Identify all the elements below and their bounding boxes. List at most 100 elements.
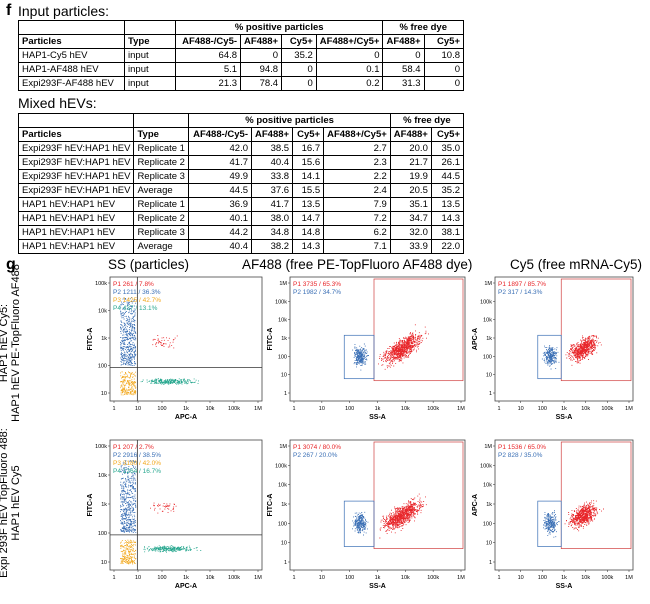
- x-tick-label: 1M: [625, 406, 633, 412]
- y-tick-label: 1M: [279, 444, 287, 450]
- x-tick-label: 10: [319, 575, 325, 581]
- y-tick-label: 10: [281, 541, 287, 547]
- x-tick-label: 1M: [457, 575, 465, 581]
- event-cloud: [378, 324, 429, 370]
- event-cloud: [140, 378, 199, 385]
- gate-label-p2: P2 2916 / 38.5%: [113, 452, 161, 459]
- y-axis-label: FITC-A: [267, 328, 274, 351]
- gate-label-p2: P2 267 / 20.0%: [293, 452, 338, 459]
- cell-cy: 14.3: [292, 239, 325, 254]
- gate-label-p2: P2 828 / 35.0%: [498, 452, 543, 459]
- y-tick-label: 10k: [98, 473, 107, 479]
- y-axis-label: APC-A: [472, 494, 479, 516]
- gate-p1: [560, 278, 632, 382]
- gate-label-p2: P2 1211 / 36.3%: [113, 289, 161, 296]
- gate-p2: [537, 334, 562, 380]
- x-tick-label: 1M: [254, 575, 262, 581]
- y-tick-label: 10: [486, 373, 492, 379]
- x-tick-label: 100: [157, 575, 166, 581]
- x-tick-label: 100k: [228, 575, 240, 581]
- x-tick-label: 100k: [427, 575, 439, 581]
- y-tick-label: 1M: [484, 444, 492, 450]
- x-tick-label: 100: [345, 575, 354, 581]
- x-tick-label: 1M: [254, 406, 262, 412]
- y-tick-label: 100k: [95, 281, 107, 287]
- event-cloud: [143, 545, 202, 553]
- x-tick-label: 1: [497, 575, 500, 581]
- y-tick-label: 10k: [98, 309, 107, 315]
- x-tick-label: 1: [292, 575, 295, 581]
- cell-dcy: 0: [423, 76, 465, 91]
- x-axis-label: SS-A: [556, 414, 573, 421]
- cell-p: Expi293F-AF488 hEV: [17, 76, 126, 91]
- y-tick-label: 1k: [486, 336, 492, 342]
- y-tick-label: 1k: [281, 336, 287, 342]
- y-tick-label: 100k: [480, 299, 492, 305]
- plot-row1-af488: 1 10 100 1k 10k 100k 1M 1 10 100 1k 10k 100k 1M SS-A FI…: [267, 276, 466, 421]
- y-tick-label: 1k: [486, 502, 492, 508]
- y-tick-label: 1k: [281, 502, 287, 508]
- y-tick-label: 1: [284, 391, 287, 397]
- plot-frame: [494, 439, 634, 571]
- gate-p2: [343, 334, 375, 380]
- gate-label-p3: P3 3180 / 42.0%: [113, 460, 161, 467]
- y-axis-label: FITC-A: [87, 494, 94, 517]
- x-tick-label: 100: [538, 406, 547, 412]
- panel-g-letter: g: [6, 256, 16, 273]
- event-cloud: [541, 345, 560, 370]
- cell-t: input: [124, 76, 176, 91]
- cell-p: HAP1 hEV:HAP1 hEV: [17, 211, 135, 226]
- input-particles-title: Input particles:: [18, 3, 110, 19]
- x-axis-label: SS-A: [369, 583, 386, 590]
- x-tick-label: 1M: [625, 575, 633, 581]
- x-tick-label: 1k: [561, 406, 567, 412]
- table-group-header-row: % positive particles % free dye: [17, 113, 465, 128]
- y-axis-label: FITC-A: [267, 494, 274, 517]
- gate-label-p1: P1 261 / 7.8%: [113, 281, 154, 288]
- gate-label-p1: P1 1897 / 85.7%: [498, 281, 546, 288]
- x-tick-label: 10k: [401, 575, 410, 581]
- y-tick-label: 1M: [484, 281, 492, 287]
- x-tick-label: 100: [345, 406, 354, 412]
- plot-row2-ss: 1 10 100 1k 10k 100k 1M 10 100 1k 10k 100k APC-A FITC…: [87, 439, 263, 590]
- x-tick-label: 100k: [601, 406, 613, 412]
- gate-label-p4: P4 1264 / 16.7%: [113, 468, 161, 475]
- x-tick-label: 1k: [375, 406, 381, 412]
- x-axis-label: APC-A: [175, 583, 197, 590]
- table-row: HAP1-Cy5 hEV input 64.8 0 35.2 0 0 10.8: [17, 48, 465, 63]
- cell-p: HAP1 hEV:HAP1 hEV: [17, 239, 135, 254]
- y-tick-label: 100k: [275, 299, 287, 305]
- y-tick-label: 10: [101, 391, 107, 397]
- gate-p1: [373, 441, 464, 549]
- event-cloud: [543, 510, 560, 538]
- gate-p1: [560, 441, 632, 549]
- mixed-hevs-title: Mixed hEVs:: [18, 95, 97, 111]
- y-tick-label: 10k: [278, 483, 287, 489]
- cell-af: 38.2: [251, 239, 294, 254]
- event-strip: [120, 539, 137, 565]
- event-strip: [120, 459, 137, 534]
- x-tick-label: 1: [292, 406, 295, 412]
- x-tick-label: 1k: [561, 575, 567, 581]
- y-tick-label: 10: [101, 560, 107, 566]
- y-tick-label: 100: [483, 354, 492, 360]
- x-tick-label: 1k: [183, 406, 189, 412]
- y-axis-label: APC-A: [472, 328, 479, 350]
- y-tick-label: 100: [98, 364, 107, 370]
- plot-row1-ss: 1 10 100 1k 10k 100k 1M 10 100 1k 10k 100k APC-A FITC…: [87, 276, 263, 421]
- x-tick-label: 1: [497, 406, 500, 412]
- column-title-af488: AF488 (free PE-TopFluoro AF488 dye): [242, 257, 473, 272]
- y-axis-label: FITC-A: [87, 328, 94, 351]
- cell-t: Average: [133, 239, 190, 254]
- x-tick-label: 10: [319, 406, 325, 412]
- event-cloud: [152, 335, 178, 349]
- gate-p2: [343, 500, 375, 547]
- x-tick-label: 100k: [228, 406, 240, 412]
- table-row: Expi293F hEV:HAP1 hEV Replicate 3 49.9 33.8…: [17, 169, 465, 184]
- x-axis-label: APC-A: [175, 414, 197, 421]
- x-tick-label: 1: [112, 575, 115, 581]
- event-cloud: [352, 511, 369, 536]
- gate-label-p3: P3 1425 / 42.7%: [113, 297, 161, 304]
- x-tick-label: 10: [135, 575, 141, 581]
